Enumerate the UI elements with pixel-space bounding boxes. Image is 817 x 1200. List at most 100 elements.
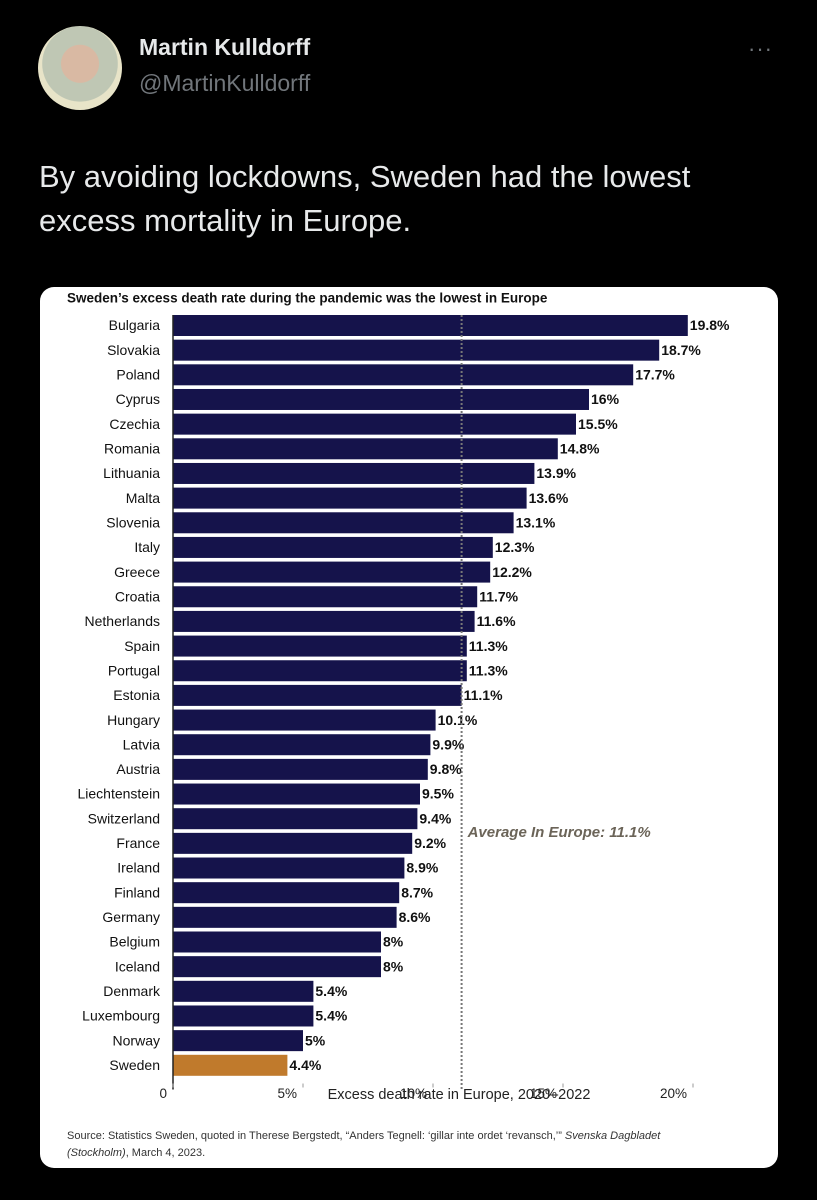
- x-axis-title: Excess death rate in Europe, 2020–2022: [328, 1087, 591, 1103]
- source-publication: Svenska Dagbladet (Stockholm): [67, 1130, 661, 1159]
- source-text: Source: Statistics Sweden, quoted in The…: [67, 1130, 565, 1142]
- bar: [173, 1005, 314, 1027]
- bar: [173, 586, 478, 608]
- bar: [173, 660, 467, 682]
- x-tick-label: 10%: [400, 1086, 427, 1101]
- value-label: 11.3%: [469, 638, 508, 654]
- value-label: 11.6%: [477, 613, 516, 629]
- category-label: France: [116, 835, 160, 851]
- category-label: Slovenia: [106, 514, 160, 530]
- value-label: 5%: [305, 1032, 326, 1048]
- bar: [173, 487, 527, 509]
- handle[interactable]: @MartinKulldorff: [139, 70, 311, 96]
- value-label: 16%: [591, 391, 620, 407]
- category-label: Iceland: [115, 958, 160, 974]
- value-label: 8.7%: [401, 884, 433, 900]
- category-label: Ireland: [117, 860, 160, 876]
- tweet-text: By avoiding lockdowns, Sweden had the lo…: [39, 159, 691, 238]
- value-label: 9.8%: [430, 761, 462, 777]
- bar: [173, 512, 514, 534]
- bar: [173, 536, 493, 558]
- bar: [173, 783, 420, 805]
- x-tick-label: 20%: [660, 1086, 687, 1101]
- avatar[interactable]: [38, 26, 122, 110]
- bar: [173, 462, 535, 484]
- source-note: Source: Statistics Sweden, quoted in The…: [67, 1128, 717, 1162]
- bar: [173, 1054, 288, 1076]
- value-label: 9.2%: [414, 835, 446, 851]
- value-label: 11.3%: [469, 662, 508, 678]
- category-label: Romania: [104, 441, 160, 457]
- bar: [173, 709, 436, 731]
- category-label: Lithuania: [103, 465, 160, 481]
- bar: [173, 906, 397, 928]
- category-label: Bulgaria: [109, 317, 161, 333]
- bar: [173, 956, 381, 978]
- bar: [173, 1030, 303, 1052]
- category-label: Belgium: [109, 934, 160, 950]
- category-label: Finland: [114, 884, 160, 900]
- value-label: 8%: [383, 934, 404, 950]
- source-date: , March 4, 2023.: [125, 1147, 206, 1159]
- value-label: 14.8%: [560, 441, 600, 457]
- value-label: 12.3%: [495, 539, 535, 555]
- value-label: 11.7%: [479, 588, 518, 604]
- bar: [173, 857, 405, 879]
- category-label: Denmark: [103, 983, 161, 999]
- category-label: Spain: [124, 638, 160, 654]
- value-label: 10.1%: [438, 712, 478, 728]
- value-label: 11.1%: [464, 687, 503, 703]
- category-label: Czechia: [109, 416, 160, 432]
- value-label: 8.9%: [406, 860, 438, 876]
- bar: [173, 832, 413, 854]
- bar: [173, 438, 558, 460]
- value-label: 4.4%: [289, 1057, 321, 1073]
- category-label: Slovakia: [107, 342, 160, 358]
- category-label: Portugal: [108, 662, 160, 678]
- bar: [173, 734, 431, 756]
- value-label: 19.8%: [690, 317, 730, 333]
- category-label: Malta: [126, 490, 160, 506]
- bar: [173, 684, 462, 706]
- category-label: Estonia: [113, 687, 160, 703]
- category-label: Norway: [113, 1032, 160, 1048]
- bar: [173, 980, 314, 1002]
- value-label: 5.4%: [315, 983, 347, 999]
- category-label: Greece: [114, 564, 160, 580]
- value-label: 17.7%: [635, 367, 675, 383]
- more-menu[interactable]: ···: [748, 36, 773, 61]
- value-label: 12.2%: [492, 564, 532, 580]
- value-label: 5.4%: [315, 1008, 347, 1024]
- author-name[interactable]: Martin Kulldorff: [139, 34, 311, 60]
- value-label: 9.5%: [422, 786, 454, 802]
- bar: [173, 364, 634, 386]
- bar: [173, 413, 576, 435]
- bar: [173, 635, 467, 657]
- category-label: Cyprus: [116, 391, 160, 407]
- average-label: Average In Europe: 11.1%: [467, 824, 651, 841]
- bar: [173, 808, 418, 830]
- value-label: 9.4%: [419, 810, 451, 826]
- category-label: Poland: [116, 367, 160, 383]
- bar: [173, 931, 381, 953]
- category-label: Croatia: [115, 588, 160, 604]
- bar: [173, 610, 475, 632]
- value-label: 8%: [383, 958, 404, 974]
- bar: [173, 388, 589, 410]
- value-label: 13.1%: [516, 514, 556, 530]
- x-tick-label: 5%: [277, 1086, 297, 1101]
- value-label: 13.6%: [529, 490, 569, 506]
- bar: [173, 315, 688, 336]
- bar: [173, 882, 400, 904]
- category-label: Luxembourg: [82, 1008, 160, 1024]
- value-label: 18.7%: [661, 342, 701, 358]
- bar: [173, 339, 660, 361]
- value-label: 15.5%: [578, 416, 618, 432]
- value-label: 13.9%: [536, 465, 576, 481]
- category-label: Latvia: [123, 736, 161, 752]
- category-label: Liechtenstein: [77, 786, 160, 802]
- category-label: Netherlands: [85, 613, 161, 629]
- x-tick-label: 0: [159, 1086, 167, 1101]
